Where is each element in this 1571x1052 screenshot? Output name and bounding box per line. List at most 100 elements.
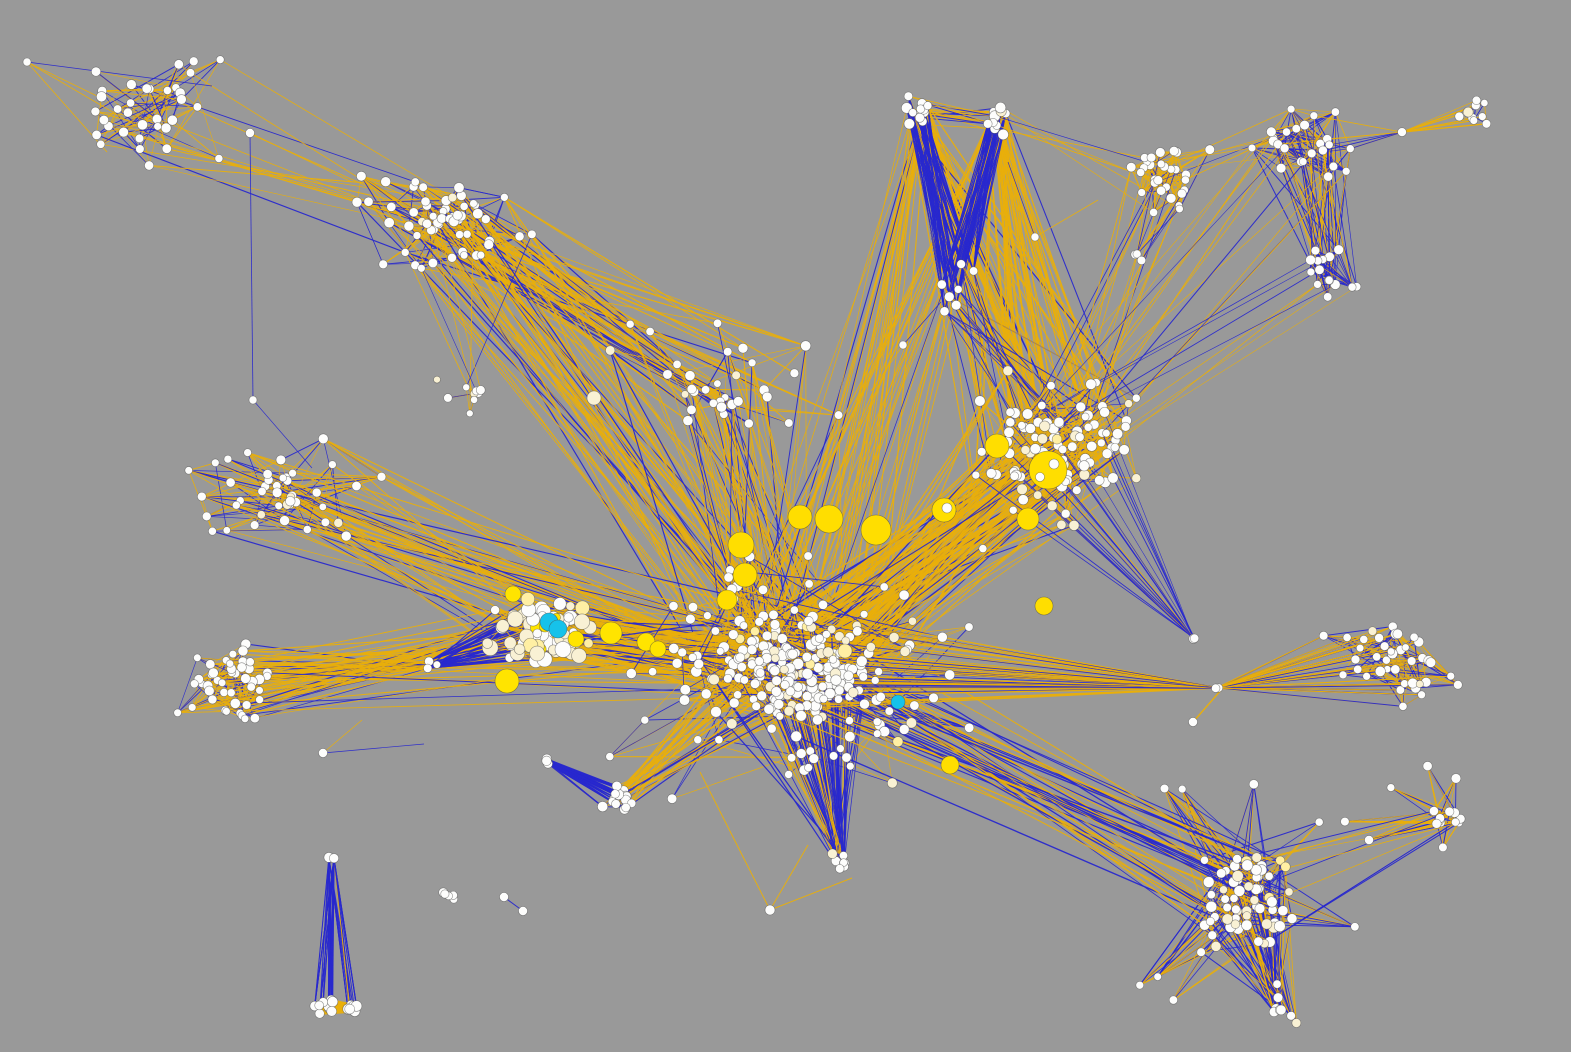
graph-node[interactable] — [1282, 127, 1291, 137]
graph-node[interactable] — [756, 690, 768, 702]
graph-node[interactable] — [1330, 107, 1340, 117]
graph-node[interactable] — [830, 674, 842, 686]
graph-node[interactable] — [1175, 204, 1184, 214]
graph-node[interactable] — [1037, 401, 1047, 410]
graph-node[interactable] — [481, 214, 491, 224]
graph-node[interactable] — [645, 327, 655, 336]
graph-node[interactable] — [1324, 275, 1334, 285]
graph-node[interactable] — [1309, 111, 1319, 120]
graph-node[interactable] — [780, 680, 790, 690]
graph-node[interactable] — [684, 370, 696, 381]
graph-node[interactable] — [1306, 267, 1316, 277]
graph-node[interactable] — [872, 717, 882, 727]
graph-node[interactable] — [1177, 188, 1187, 199]
graph-node[interactable] — [1155, 147, 1166, 158]
graph-node[interactable] — [763, 703, 775, 715]
graph-node[interactable] — [1328, 161, 1339, 172]
graph-node[interactable] — [814, 633, 824, 643]
graph-node[interactable] — [563, 612, 574, 623]
graph-node[interactable] — [126, 98, 136, 108]
graph-node[interactable] — [1469, 116, 1479, 125]
graph-node[interactable] — [134, 133, 145, 144]
graph-node[interactable] — [1189, 633, 1200, 643]
graph-node[interactable] — [190, 679, 199, 689]
graph-node[interactable] — [153, 122, 162, 131]
graph-node[interactable] — [801, 651, 812, 663]
graph-node[interactable] — [723, 572, 734, 583]
graph-node[interactable] — [1132, 249, 1142, 259]
graph-node[interactable] — [271, 487, 283, 498]
graph-node[interactable] — [728, 697, 740, 709]
graph-node[interactable] — [879, 582, 889, 592]
graph-node[interactable] — [236, 662, 247, 673]
graph-node[interactable] — [859, 698, 870, 710]
graph-node[interactable] — [279, 515, 290, 526]
graph-node[interactable] — [1131, 473, 1142, 484]
graph-node[interactable] — [751, 701, 761, 711]
graph-node[interactable] — [255, 686, 264, 695]
graph-node[interactable] — [978, 544, 988, 553]
graph-node[interactable] — [625, 668, 637, 679]
graph-node[interactable] — [789, 368, 800, 378]
graph-node[interactable] — [1136, 255, 1147, 265]
graph-node[interactable] — [1112, 428, 1124, 440]
graph-node[interactable] — [363, 196, 374, 207]
graph-node[interactable] — [1286, 104, 1296, 114]
graph-node[interactable] — [953, 285, 963, 294]
graph-node[interactable] — [383, 217, 395, 229]
graph-node[interactable] — [208, 667, 219, 679]
graph-node[interactable] — [688, 602, 698, 613]
graph-node[interactable] — [475, 385, 486, 395]
graph-node[interactable] — [1083, 422, 1093, 432]
graph-node[interactable] — [205, 659, 216, 670]
graph-node[interactable] — [1323, 292, 1333, 302]
graph-node[interactable] — [1002, 365, 1014, 377]
graph-node[interactable] — [1181, 175, 1190, 185]
graph-node[interactable] — [739, 621, 749, 630]
graph-node[interactable] — [1341, 167, 1351, 176]
graph-node[interactable] — [1008, 505, 1018, 515]
graph-node[interactable] — [769, 665, 781, 677]
graph-node[interactable] — [986, 468, 997, 479]
graph-node[interactable] — [824, 687, 836, 700]
graph-node[interactable] — [784, 418, 794, 428]
graph-node[interactable] — [1060, 508, 1071, 519]
graph-node[interactable] — [708, 673, 720, 686]
graph-node[interactable] — [847, 687, 859, 698]
graph-node[interactable] — [671, 658, 683, 669]
graph-node[interactable] — [141, 83, 152, 94]
graph-node[interactable] — [775, 712, 784, 721]
graph-node[interactable] — [747, 358, 757, 368]
graph-node[interactable] — [126, 79, 137, 90]
graph-node[interactable] — [408, 207, 419, 218]
graph-node[interactable] — [1156, 185, 1166, 196]
graph-node[interactable] — [507, 610, 524, 628]
graph-node[interactable] — [761, 630, 773, 641]
graph-node[interactable] — [1118, 444, 1130, 456]
graph-node[interactable] — [964, 622, 974, 632]
graph-node[interactable] — [1029, 443, 1041, 455]
graph-node[interactable] — [708, 398, 718, 408]
graph-node[interactable] — [1165, 193, 1177, 204]
graph-node[interactable] — [443, 393, 453, 403]
graph-node[interactable] — [874, 667, 883, 676]
graph-node[interactable] — [834, 694, 843, 704]
graph-node[interactable] — [466, 409, 474, 418]
graph-node[interactable] — [328, 460, 337, 469]
graph-node[interactable] — [1009, 471, 1019, 481]
graph-node[interactable] — [262, 469, 273, 479]
graph-node[interactable] — [228, 649, 238, 659]
graph-node[interactable] — [836, 744, 845, 753]
graph-node[interactable] — [1078, 460, 1090, 472]
graph-node[interactable] — [726, 718, 738, 730]
graph-node[interactable] — [787, 753, 797, 763]
graph-node[interactable] — [605, 752, 615, 761]
graph-node[interactable] — [1120, 421, 1131, 432]
graph-node[interactable] — [469, 199, 478, 208]
graph-node[interactable] — [817, 681, 828, 692]
graph-node[interactable] — [455, 230, 464, 239]
graph-node[interactable] — [1136, 168, 1146, 177]
graph-node[interactable] — [462, 229, 472, 239]
graph-node[interactable] — [677, 647, 687, 658]
graph-node[interactable] — [1085, 378, 1097, 390]
